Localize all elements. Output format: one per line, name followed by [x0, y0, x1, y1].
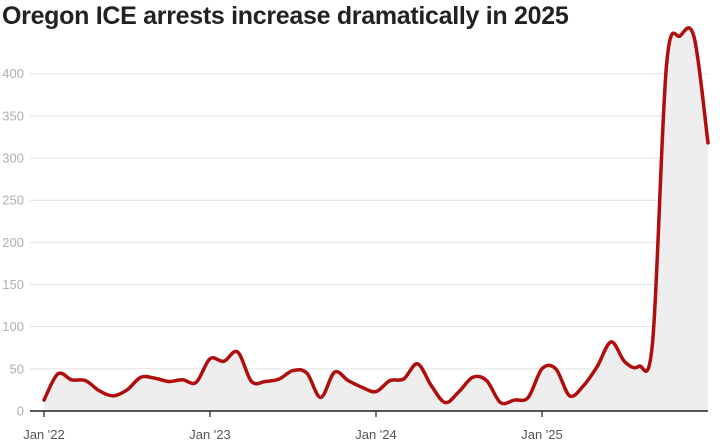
data-point: [402, 377, 406, 381]
data-point: [263, 379, 267, 383]
data-point: [457, 390, 461, 394]
data-point: [429, 384, 433, 388]
data-point: [277, 377, 281, 381]
data-point: [471, 375, 475, 379]
data-point: [333, 370, 337, 374]
data-point: [111, 394, 115, 398]
data-point: [222, 359, 226, 363]
data-point: [250, 379, 254, 383]
y-tick-label-200: 200: [2, 235, 24, 250]
data-point: [56, 372, 60, 376]
y-tick-label-0: 0: [17, 404, 24, 419]
y-tick-label-300: 300: [2, 151, 24, 166]
data-point: [665, 63, 669, 67]
data-point: [194, 380, 198, 384]
y-tick-label-400: 400: [2, 66, 24, 81]
data-point: [42, 398, 46, 402]
data-point: [84, 379, 88, 383]
data-point: [319, 396, 323, 400]
data-point: [291, 369, 295, 373]
gridlines: [30, 73, 708, 370]
data-point: [485, 379, 489, 383]
x-axis-ticks: Jan '22 Jan '23 Jan '24 Jan '25: [23, 411, 563, 442]
data-point: [692, 35, 696, 39]
data-point: [388, 379, 392, 383]
data-point: [125, 388, 129, 392]
data-point: [499, 401, 503, 405]
y-tick-label-50: 50: [10, 361, 24, 376]
x-tick-label: Jan '23: [189, 427, 231, 442]
data-point: [360, 385, 364, 389]
data-point: [70, 378, 74, 382]
data-point: [374, 390, 378, 394]
y-tick-label-100: 100: [2, 319, 24, 334]
x-tick-label: Jan '24: [355, 427, 397, 442]
data-point: [512, 398, 516, 402]
data-point: [236, 350, 240, 354]
data-point: [678, 34, 682, 38]
x-tick-label: Jan '25: [521, 427, 563, 442]
data-point: [526, 396, 530, 400]
x-tick-label: Jan '22: [23, 427, 65, 442]
data-point: [346, 379, 350, 383]
data-point: [568, 394, 572, 398]
data-point: [416, 362, 420, 366]
data-point: [651, 339, 655, 343]
data-point: [582, 384, 586, 388]
data-point: [443, 401, 447, 405]
data-point: [97, 389, 101, 393]
data-point: [208, 357, 212, 361]
y-tick-label-250: 250: [2, 193, 24, 208]
data-point: [153, 376, 157, 380]
data-point: [139, 375, 143, 379]
y-axis-tick-labels: 0 50 100 150 200 250 300 350 400: [2, 66, 24, 418]
y-tick-label-350: 350: [2, 108, 24, 123]
data-point: [167, 379, 171, 383]
data-point: [623, 360, 627, 364]
area-fill: [44, 27, 708, 412]
data-point: [595, 364, 599, 368]
data-point: [609, 340, 613, 344]
data-point: [180, 378, 184, 382]
data-point: [540, 367, 544, 371]
chart-title: Oregon ICE arrests increase dramatically…: [2, 2, 569, 30]
data-point: [305, 371, 309, 375]
data-point: [554, 367, 558, 371]
series-line-ice-arrests: [42, 26, 710, 406]
y-tick-label-150: 150: [2, 277, 24, 292]
data-point: [637, 364, 641, 368]
data-point: [706, 141, 710, 145]
